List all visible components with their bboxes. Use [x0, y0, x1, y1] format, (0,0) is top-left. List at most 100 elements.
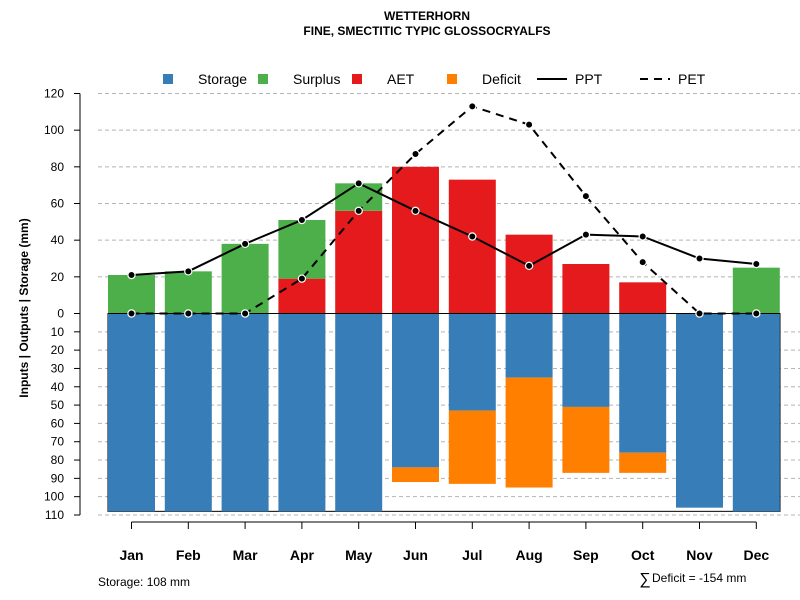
bar-storage: [164, 313, 212, 512]
y-tick-label-lower: 40: [51, 380, 65, 394]
bar-aet: [335, 210, 383, 314]
x-tick-label: Sep: [573, 547, 599, 563]
y-tick-label-upper: 0: [57, 307, 64, 321]
bar-storage: [278, 313, 326, 512]
chart-title: WETTERHORN: [384, 9, 470, 23]
deficit-sum-symbol: ∑: [639, 571, 650, 588]
point-pet: [524, 120, 534, 129]
y-tick-label-lower: 70: [51, 435, 65, 449]
legend-swatch-deficit: [447, 74, 457, 84]
point-ppt: [581, 230, 591, 239]
x-tick-label: Apr: [290, 547, 315, 563]
bar-storage: [108, 313, 155, 512]
x-tick-label: Mar: [233, 547, 258, 563]
bar-aet: [505, 234, 553, 314]
x-tick-label: Feb: [176, 547, 201, 563]
bar-aet: [562, 264, 610, 314]
bar-aet: [392, 166, 439, 314]
point-ppt: [524, 261, 534, 271]
bar-storage: [562, 313, 610, 407]
y-tick-label-lower: 100: [44, 490, 64, 504]
y-tick-label-upper: 40: [51, 233, 65, 247]
legend-label-storage: Storage: [198, 71, 247, 87]
bars: [107, 166, 781, 512]
bar-storage: [619, 313, 667, 453]
bar-storage: [392, 313, 439, 468]
deficit-footer: Deficit = -154 mm: [652, 571, 746, 585]
y-tick-label-upper: 100: [44, 123, 64, 137]
legend: Storage Surplus AET Deficit PPT PET: [163, 71, 706, 87]
y-tick-label-upper: 20: [51, 270, 65, 284]
legend-swatch-aet: [352, 74, 362, 84]
point-pet: [297, 274, 307, 283]
bar-surplus: [221, 243, 269, 314]
point-ppt: [127, 270, 136, 280]
x-tick-label: Jul: [462, 547, 482, 563]
y-tick-label-upper: 80: [51, 160, 65, 174]
point-pet: [184, 309, 193, 318]
legend-label-surplus: Surplus: [293, 71, 340, 87]
point-pet: [127, 309, 136, 318]
point-ppt: [468, 232, 477, 241]
legend-swatch-storage: [163, 74, 173, 84]
point-pet: [411, 149, 420, 159]
point-ppt: [354, 179, 363, 188]
bar-storage: [505, 313, 553, 378]
point-ppt: [240, 239, 250, 249]
y-tick-label-upper: 60: [51, 197, 65, 211]
point-pet: [581, 191, 591, 201]
y-tick-label-lower: 60: [51, 416, 65, 430]
x-tick-label: Oct: [631, 547, 655, 563]
line-pet: [131, 105, 757, 315]
point-ppt: [297, 215, 307, 225]
point-ppt: [752, 259, 761, 269]
y-tick-label-lower: 20: [51, 343, 65, 357]
bar-surplus: [278, 220, 326, 279]
x-tick-label: Jun: [403, 547, 428, 563]
y-tick-label-lower: 110: [45, 508, 64, 522]
point-pet: [354, 206, 363, 216]
point-ppt: [638, 232, 647, 241]
bar-aet: [448, 179, 496, 314]
point-ppt: [411, 206, 420, 216]
bar-storage: [676, 313, 723, 508]
bar-deficit: [392, 467, 439, 483]
bar-storage: [448, 313, 496, 411]
point-pet: [240, 309, 250, 318]
point-pet: [752, 309, 761, 318]
point-ppt: [695, 254, 704, 263]
legend-label-deficit: Deficit: [482, 71, 521, 87]
bar-surplus: [335, 183, 383, 211]
series-lines: [127, 102, 761, 318]
bar-aet: [619, 282, 667, 314]
bar-storage: [732, 313, 780, 512]
y-tick-label-lower: 10: [51, 325, 65, 339]
y-axis-label: Inputs | Outputs | Storage (mm): [17, 218, 31, 397]
point-pet: [468, 102, 477, 111]
point-pet: [695, 309, 704, 318]
bar-surplus: [164, 271, 212, 314]
y-tick-label-lower: 30: [51, 361, 65, 375]
storage-footer: Storage: 108 mm: [98, 575, 190, 589]
bar-storage: [221, 313, 269, 512]
legend-label-pet: PET: [678, 71, 706, 87]
bar-deficit: [448, 410, 496, 484]
y-tick-label-lower: 80: [51, 453, 65, 467]
y-tick-label-lower: 90: [51, 471, 65, 485]
bar-storage: [335, 313, 383, 512]
point-ppt: [184, 267, 193, 276]
x-tick-label: May: [345, 547, 372, 563]
bar-deficit: [619, 452, 667, 473]
legend-label-aet: AET: [387, 71, 415, 87]
bar-deficit: [562, 406, 610, 473]
x-tick-label: Dec: [743, 547, 769, 563]
legend-label-ppt: PPT: [575, 71, 603, 87]
x-tick-label: Jan: [119, 547, 143, 563]
bar-deficit: [505, 377, 553, 488]
axes: 0 20 40 60 80 100 120 10 20 30 40 50 60 70 80 90 100 110 J…: [44, 87, 769, 564]
x-tick-label: Aug: [515, 547, 542, 563]
bar-aet: [278, 278, 326, 314]
y-tick-label-lower: 50: [51, 398, 65, 412]
bar-surplus: [732, 267, 780, 314]
